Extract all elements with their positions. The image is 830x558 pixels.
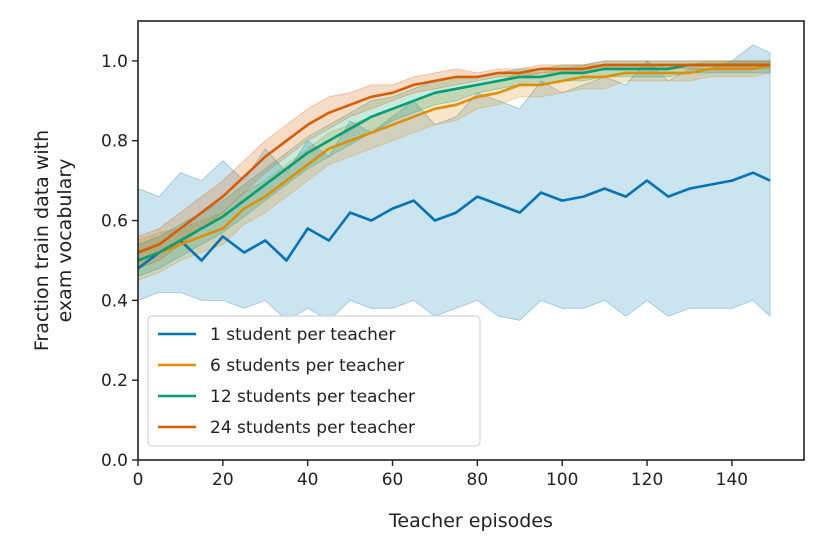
- y-tick-label: 1.0: [101, 52, 128, 72]
- x-tick-label: 60: [382, 470, 404, 490]
- legend-label-2: 6 students per teacher: [210, 356, 404, 376]
- legend: 1 student per teacher 6 students per teac…: [147, 315, 481, 447]
- x-axis-ticks: 0 20 40 60 80 100 120 140: [133, 460, 748, 490]
- x-axis-label: Teacher episodes: [388, 510, 553, 532]
- band-series-4: [137, 60, 771, 269]
- x-tick-label: 0: [133, 470, 144, 490]
- y-tick-label: 0.4: [101, 291, 128, 311]
- y-tick-label: 0.6: [101, 212, 128, 232]
- y-axis-label: Fraction train data with exam vocabulary: [31, 130, 76, 351]
- y-axis-ticks: 0.0 0.2 0.4 0.6 0.8 1.0: [101, 52, 138, 471]
- legend-label-4: 24 students per teacher: [210, 418, 415, 438]
- legend-label-3: 12 students per teacher: [210, 387, 415, 407]
- x-tick-label: 20: [212, 470, 234, 490]
- y-tick-label: 0.0: [101, 451, 128, 471]
- x-tick-label: 140: [716, 470, 748, 490]
- line-series-4: [137, 63, 771, 254]
- y-tick-label: 0.8: [101, 132, 128, 152]
- line-series-3: [137, 63, 771, 262]
- y-axis-label-line-2: exam vocabulary: [54, 159, 76, 323]
- x-tick-label: 40: [297, 470, 319, 490]
- legend-label-1: 1 student per teacher: [210, 325, 395, 345]
- plot-frame: [137, 20, 805, 461]
- x-tick-label: 80: [467, 470, 489, 490]
- legend-frame: [147, 315, 481, 447]
- x-tick-label: 120: [631, 470, 663, 490]
- y-tick-label: 0.2: [101, 371, 128, 391]
- y-axis-label-line-1: Fraction train data with: [31, 130, 53, 351]
- band-series-3: [137, 60, 771, 277]
- line-series-1: [137, 171, 771, 270]
- confidence-bands: [137, 44, 771, 321]
- line-series-2: [137, 63, 771, 262]
- series-lines: [137, 63, 771, 270]
- x-tick-label: 100: [546, 470, 578, 490]
